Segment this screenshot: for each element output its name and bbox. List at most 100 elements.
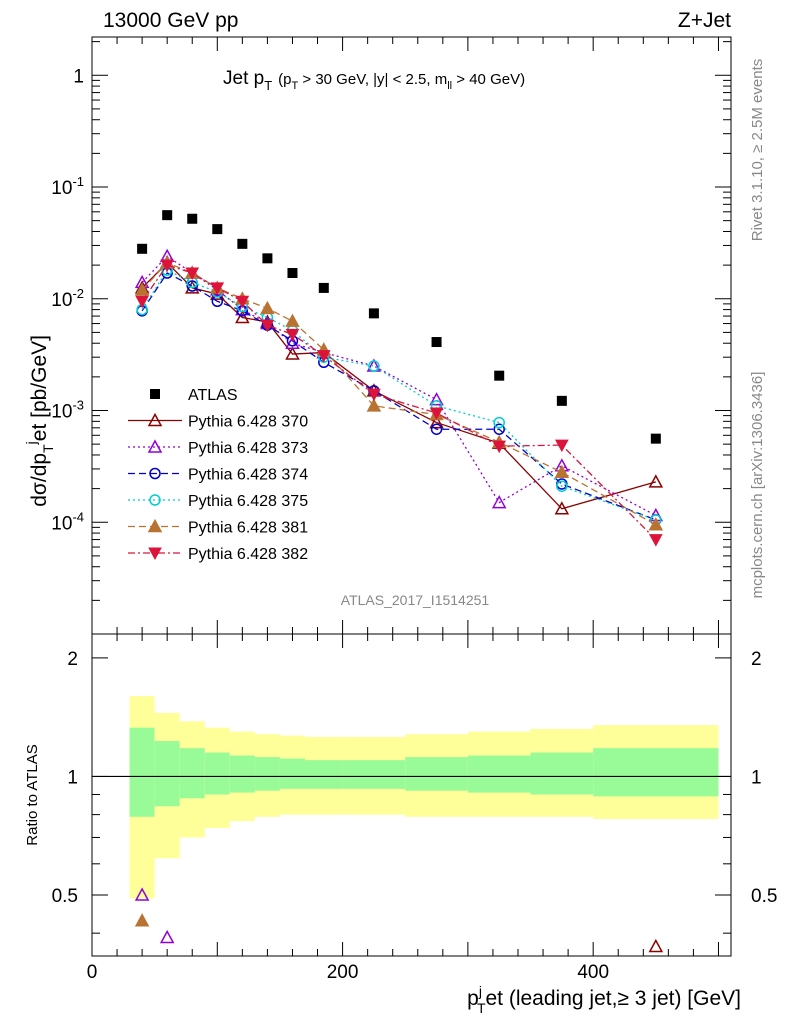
ratio-ylabel: Ratio to ATLAS [24,744,41,845]
mcplots-label: mcplots.cern.ch [arXiv:1306.3436] [749,372,766,599]
rivet-version-label: Rivet 3.1.10, ≥ 2.5M events [749,59,766,242]
main-frame [91,36,732,635]
x-axis-label: pj Tet (leading jet,≥ 3 jet) [GeV] [467,983,741,1016]
ylabel-part1: dσ/dp [28,453,51,507]
data-point [429,407,444,421]
x-tick-label: 0 [87,962,98,983]
data-point [493,423,505,435]
main-ytick-label: 10-2 [51,286,84,311]
ratio-ytick-label-left: 1 [67,767,78,788]
data-point [162,210,173,221]
data-point [260,319,275,333]
inner-band-bin [593,748,719,797]
ratio-ytick-label-right: 1 [751,767,762,788]
legend-label: Pythia 6.428 381 [188,520,308,537]
inner-band-bin [179,748,205,799]
data-point [556,480,568,492]
plot-title: Jet pT (pT > 30 GeV, |y| < 2.5, mll > 40 … [223,68,525,93]
data-point [429,392,444,406]
data-point [431,337,442,348]
ratio-ytick-label-left: 0.5 [52,886,78,907]
legend-label: Pythia 6.428 370 [188,414,308,431]
ratio-point [134,913,150,927]
legend-entry: Pythia 6.428 374 [128,467,308,484]
legend-entry: Pythia 6.428 382 [128,546,308,563]
data-point [366,398,382,412]
xlabel-rest: et (leading jet,≥ 3 jet) [GeV] [486,987,742,1010]
inner-band-bin [279,758,305,789]
header-right: Z+Jet [678,9,731,32]
data-point [492,440,507,454]
legend-entry: ATLAS [150,387,238,404]
ratio-point [159,929,175,944]
data-point [556,395,567,406]
ratio-ytick-label-left: 2 [67,649,78,670]
ratio-ytick-label-right: 0.5 [751,886,777,907]
data-point [650,433,661,444]
legend-marker [149,467,161,480]
data-point [212,224,223,235]
legend-marker [149,494,161,506]
data-point [493,416,505,429]
data-point [260,300,275,315]
main-ytick-label: 10-3 [51,398,84,423]
ratio-point [648,938,664,953]
data-point [137,243,148,254]
header-left: 13000 GeV pp [103,9,238,32]
main-axis-ticks: 1 10-1 10-2 10-3 10-4 [51,37,731,635]
title-main: Jet p [223,68,264,89]
data-point [318,282,329,293]
data-point [187,213,198,224]
data-point [237,238,248,249]
legend-entry: Pythia 6.428 370 [128,412,308,431]
legend-marker [147,439,163,453]
legend-entry: Pythia 6.428 381 [128,518,308,537]
main-data-layer [134,210,664,547]
data-point [262,253,273,264]
data-point [555,439,569,453]
inner-band-bin [229,755,255,793]
series-6 [135,259,663,547]
data-point [554,464,570,479]
inner-band-bin [530,752,594,795]
data-point [185,267,200,281]
xlabel-sup: j [478,983,482,999]
legend-entry: Pythia 6.428 373 [128,439,308,457]
title-cuts-sub: T [292,80,299,92]
legend-entry: Pythia 6.428 375 [128,493,308,510]
data-point [235,309,250,324]
data-point [210,282,225,295]
legend-label: Pythia 6.428 374 [188,467,308,484]
legend-marker [148,547,162,561]
inner-band-bin [254,757,280,791]
data-point [648,517,664,531]
data-point [135,295,149,309]
legend-label: Pythia 6.428 382 [188,546,308,563]
analysis-tag: ATLAS_2017_I1514251 [341,592,490,608]
main-ytick-label: 1 [73,66,84,87]
inner-band-bin [129,727,155,817]
x-tick-label: 400 [577,962,609,983]
ratio-ytick-label-right: 2 [751,649,762,670]
ylabel-sub: T [40,444,56,453]
legend-marker [150,389,160,399]
title-cuts-rest: > 30 GeV, |y| < 2.5, m [298,71,447,88]
data-point [368,360,380,372]
inner-band-bin [405,757,468,791]
main-panel: 110-110-210-310-4 Jet pT (pT > 30 GeV, |y… [23,36,732,635]
data-point [316,350,331,363]
main-ytick-label: 10-4 [51,509,84,534]
data-point [494,370,505,381]
data-point [491,495,507,509]
x-tick-label: 200 [327,962,359,983]
data-point [134,282,150,296]
title-main-sub: T [264,78,272,93]
xlabel-p: p [467,987,479,1010]
legend-label: Pythia 6.428 373 [188,440,308,457]
data-point [160,259,175,273]
ylabel-sup: j [23,441,39,445]
data-point [285,346,300,360]
data-point [368,308,379,319]
ratio-frame [91,633,732,957]
